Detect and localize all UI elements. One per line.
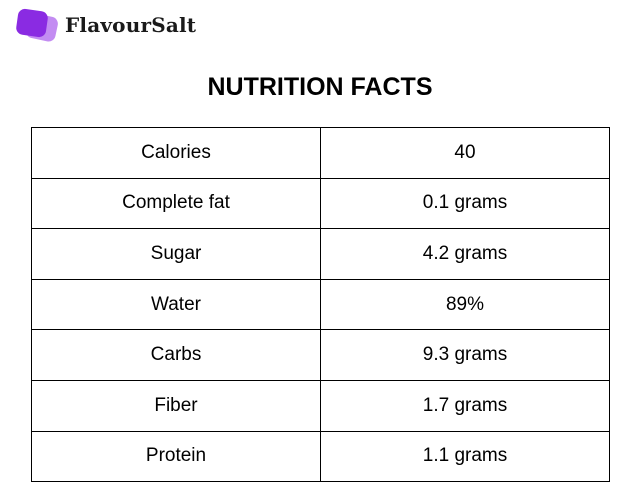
row-label: Sugar [31,228,321,280]
row-value: 1.1 grams [320,430,610,483]
nutrition-table: Calories 40 Complete fat 0.1 grams Sugar… [31,127,610,483]
brand-name: FlavourSalt [65,13,197,37]
table-row: Complete fat 0.1 grams [31,177,610,230]
row-value: 1.7 grams [320,379,610,432]
row-value: 4.2 grams [320,228,610,280]
brand-header: FlavourSalt [13,6,196,44]
table-row: Protein 1.1 grams [31,430,610,483]
row-label: Carbs [31,329,321,381]
row-label: Fiber [31,379,321,432]
table-row: Water 89% [31,278,610,331]
row-label: Calories [31,127,321,179]
table-row: Sugar 4.2 grams [31,228,610,280]
row-value: 40 [320,127,610,179]
brand-logo-icon [13,6,63,44]
row-value: 89% [320,278,610,331]
row-label: Protein [31,430,321,483]
table-row: Carbs 9.3 grams [31,329,610,381]
row-label: Complete fat [31,177,321,230]
table-row: Fiber 1.7 grams [31,379,610,432]
row-value: 9.3 grams [320,329,610,381]
row-label: Water [31,278,321,331]
row-value: 0.1 grams [320,177,610,230]
table-row: Calories 40 [31,127,610,179]
page-title: NUTRITION FACTS [207,73,433,101]
